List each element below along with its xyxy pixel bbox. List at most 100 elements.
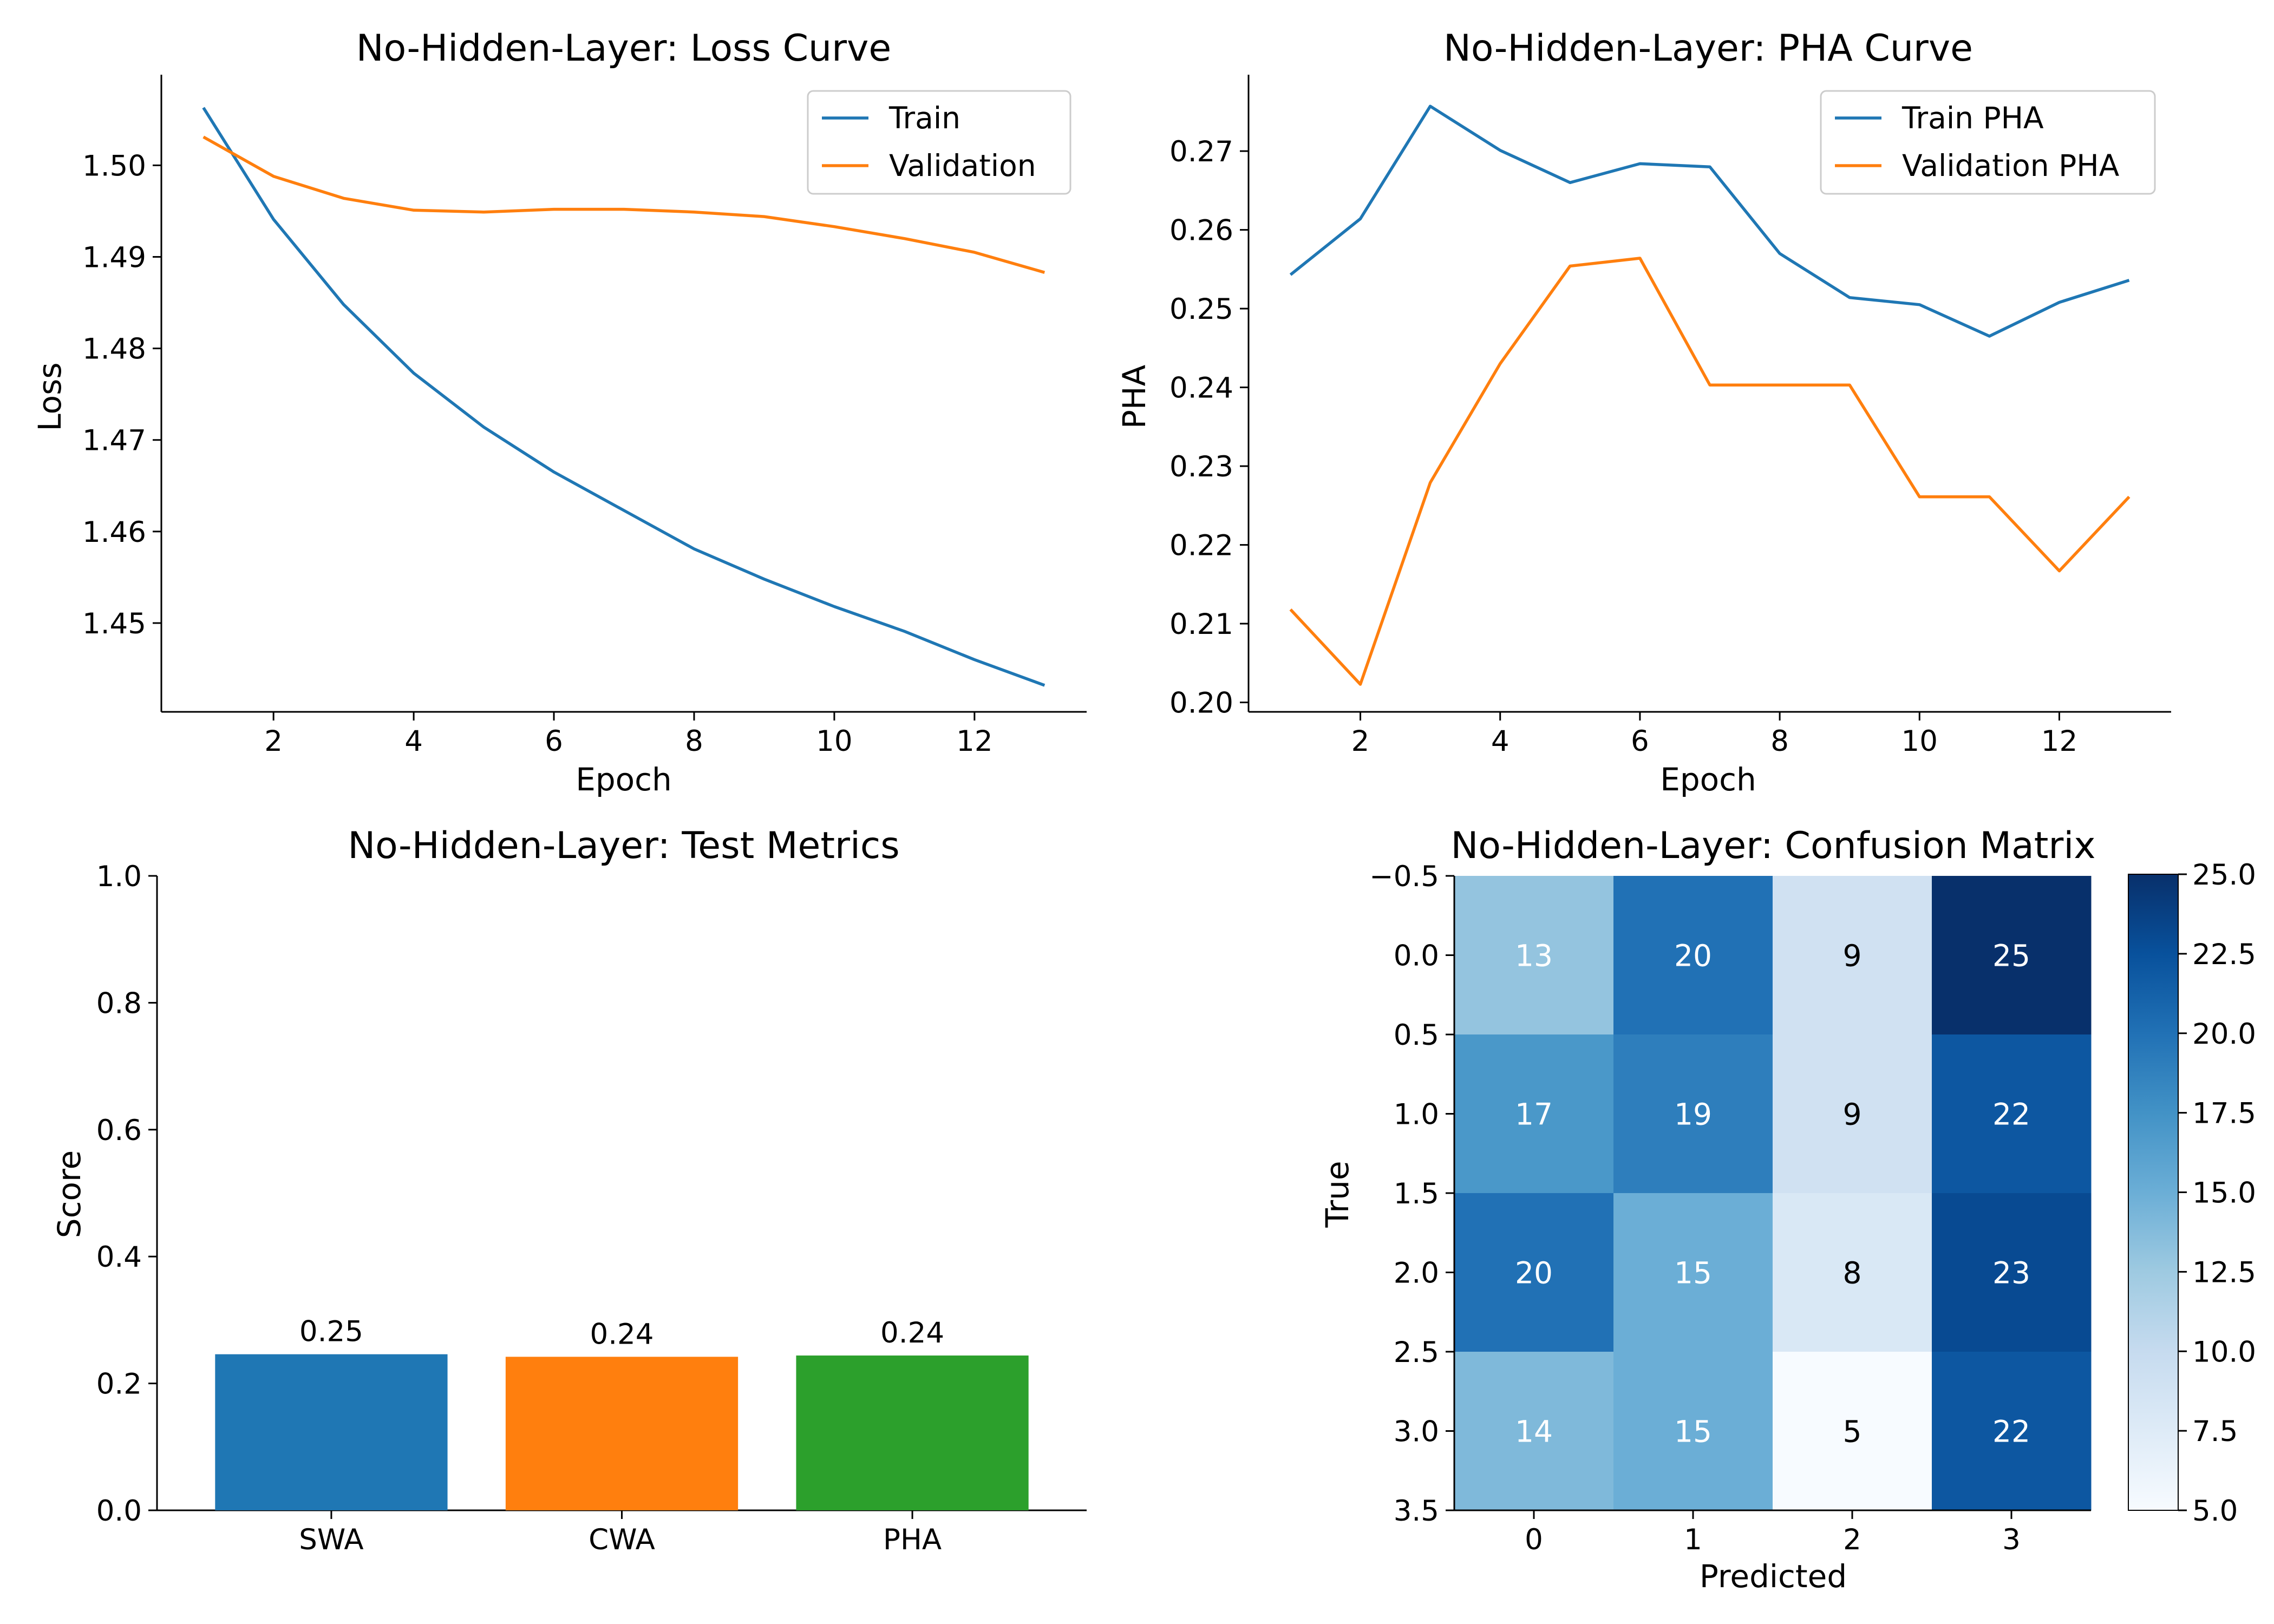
pha-y-tick-label: 0.20: [1169, 687, 1233, 720]
pha-x-tick-label: 6: [1631, 725, 1649, 758]
heatmap-cell-value: 17: [1515, 1097, 1553, 1132]
colorbar-tick-label: 5.0: [2192, 1495, 2238, 1528]
metrics-y-tick-label: 0.2: [96, 1368, 142, 1401]
heatmap-cell-value: 15: [1674, 1415, 1712, 1449]
colorbar-tick-label: 25.0: [2192, 859, 2256, 892]
loss-x-tick-label: 12: [956, 725, 992, 758]
heatmap-cell-value: 22: [1992, 1415, 2030, 1449]
pha-x-tick-label: 8: [1770, 725, 1789, 758]
confusion-y-tick-label: 2.0: [1394, 1257, 1439, 1290]
loss-x-axis-label: Epoch: [576, 761, 672, 798]
metrics-chart-title: No-Hidden-Layer: Test Metrics: [348, 824, 899, 867]
heatmap-cell: [1932, 1034, 2092, 1194]
confusion-y-tick-label: −0.5: [1369, 860, 1439, 893]
heatmap-cell-value: 22: [1992, 1097, 2030, 1132]
loss-curve-panel: No-Hidden-Layer: Loss Curve 2 4 6 8 10 12 1.45…: [31, 27, 1087, 798]
confusion-chart-title: No-Hidden-Layer: Confusion Matrix: [1451, 824, 2096, 867]
loss-y-axis-label: Loss: [31, 362, 68, 431]
heatmap-cell-value: 5: [1843, 1415, 1862, 1449]
pha-y-tick-label: 0.22: [1169, 529, 1233, 562]
heatmap-cell-value: 9: [1843, 1097, 1862, 1132]
colorbar-tick-label: 10.0: [2192, 1335, 2256, 1368]
loss-y-tick-label: 1.45: [82, 607, 146, 640]
colorbar-tick-label: 17.5: [2192, 1097, 2256, 1130]
metrics-plot-area: 0.0 0.2 0.4 0.6 0.8 1.0 0.25 SWA 0.24 CWA 0.24 PHA: [96, 860, 1087, 1556]
test-metrics-panel: No-Hidden-Layer: Test Metrics 0.0 0.2 0.4 0…: [51, 824, 1087, 1556]
confusion-x-tick-label: 2: [1843, 1523, 1861, 1556]
heatmap-cell: [1773, 1034, 1932, 1194]
metrics-y-tick-label: 1.0: [96, 860, 142, 893]
loss-x-tick-label: 2: [264, 725, 283, 758]
confusion-x-axis-label: Predicted: [1700, 1558, 1847, 1595]
pha-y-tick-label: 0.23: [1169, 450, 1233, 483]
heatmap-cell: [1454, 1352, 1614, 1511]
colorbar-tick-label: 7.5: [2192, 1415, 2238, 1448]
metrics-y-axis-label: Score: [51, 1150, 88, 1238]
heatmap-cell: [1613, 1352, 1773, 1511]
heatmap-cell: [1932, 1193, 2092, 1352]
pha-x-axis-label: Epoch: [1660, 761, 1756, 798]
pha-chart-title: No-Hidden-Layer: PHA Curve: [1443, 27, 1973, 70]
pha-legend: Train PHA Validation PHA: [1820, 90, 2156, 195]
pha-x-tick-label: 12: [2041, 725, 2077, 758]
confusion-y-tick-label: 2.5: [1394, 1336, 1439, 1369]
loss-series-line-train: [202, 107, 1045, 687]
loss-y-tick-label: 1.49: [82, 241, 146, 274]
heatmap-cell: [1932, 876, 2092, 1035]
pha-legend-box: [1820, 90, 2156, 195]
confusion-y-tick-label: 0.5: [1394, 1019, 1439, 1052]
metrics-y-tick-label: 0.4: [96, 1241, 142, 1274]
colorbar-tick-label: 22.5: [2192, 938, 2256, 971]
metrics-y-tick-label: 0.8: [96, 987, 142, 1020]
pha-x-tick-label: 2: [1351, 725, 1370, 758]
heatmap-cell: [1773, 1352, 1932, 1511]
heatmap-cell: [1613, 1193, 1773, 1352]
heatmap-cell: [1613, 1034, 1773, 1194]
pha-legend-label: Validation PHA: [1902, 148, 2120, 183]
pha-y-tick-label: 0.24: [1169, 372, 1233, 405]
heatmap-cell-value: 9: [1843, 939, 1862, 973]
confusion-y-tick-label: 3.5: [1394, 1495, 1439, 1528]
heatmap-cell: [1454, 1193, 1614, 1352]
metric-bar-cwa: [505, 1357, 739, 1510]
loss-legend-label: Validation: [889, 148, 1036, 183]
heatmap-cell: [1773, 1193, 1932, 1352]
metrics-y-tick-label: 0.0: [96, 1495, 142, 1528]
heatmap-cell-value: 19: [1674, 1097, 1712, 1132]
metric-bar-value-label: 0.24: [590, 1318, 654, 1351]
heatmap-cell: [1454, 1034, 1614, 1194]
heatmap-cell-value: 20: [1515, 1256, 1553, 1291]
metrics-x-tick-label: PHA: [883, 1523, 942, 1556]
confusion-x-tick-label: 0: [1525, 1523, 1543, 1556]
pha-legend-label: Train PHA: [1901, 101, 2044, 135]
loss-x-tick-label: 4: [404, 725, 423, 758]
loss-chart-title: No-Hidden-Layer: Loss Curve: [356, 27, 891, 70]
colorbar-gradient: [2128, 874, 2179, 1511]
pha-curve-panel: No-Hidden-Layer: PHA Curve 2 4 6 8 10 12 0.20 0…: [1116, 27, 2171, 798]
pha-x-tick-label: 10: [1901, 725, 1938, 758]
metric-bar-pha: [796, 1355, 1029, 1510]
heatmap-cell: [1932, 1352, 2092, 1511]
metrics-x-tick-label: CWA: [589, 1523, 655, 1556]
pha-plot-area: 2 4 6 8 10 12 0.20 0.21 0.22 0.23 0.24 0.25 0.26 0.27…: [1169, 75, 2171, 758]
loss-y-tick-label: 1.48: [82, 333, 146, 366]
heatmap-cell-value: 25: [1992, 939, 2030, 973]
confusion-matrix-panel: No-Hidden-Layer: Confusion Matrix 13 20 9 2…: [1319, 824, 2256, 1595]
loss-plot-area: 2 4 6 8 10 12 1.45 1.46 1.47 1.48 1.49 1.50 Train Val…: [82, 75, 1087, 758]
colorbar: 5.0 7.5 10.0 12.5 15.0 17.5 20.0 22.5 25.0: [2128, 859, 2256, 1528]
heatmap-cell-value: 23: [1992, 1256, 2030, 1291]
heatmap-cell-value: 8: [1843, 1256, 1862, 1291]
pha-y-tick-label: 0.21: [1169, 608, 1233, 641]
loss-legend-label: Train: [888, 101, 960, 135]
confusion-y-axis-label: True: [1319, 1161, 1356, 1228]
pha-y-tick-label: 0.25: [1169, 293, 1233, 326]
pha-y-tick-label: 0.27: [1169, 135, 1233, 168]
loss-y-tick-label: 1.46: [82, 516, 146, 549]
loss-x-tick-label: 10: [816, 725, 852, 758]
colorbar-tick-label: 12.5: [2192, 1256, 2256, 1289]
loss-x-tick-label: 8: [685, 725, 703, 758]
confusion-x-tick-label: 3: [2002, 1523, 2021, 1556]
loss-series-line-validation: [202, 135, 1045, 274]
